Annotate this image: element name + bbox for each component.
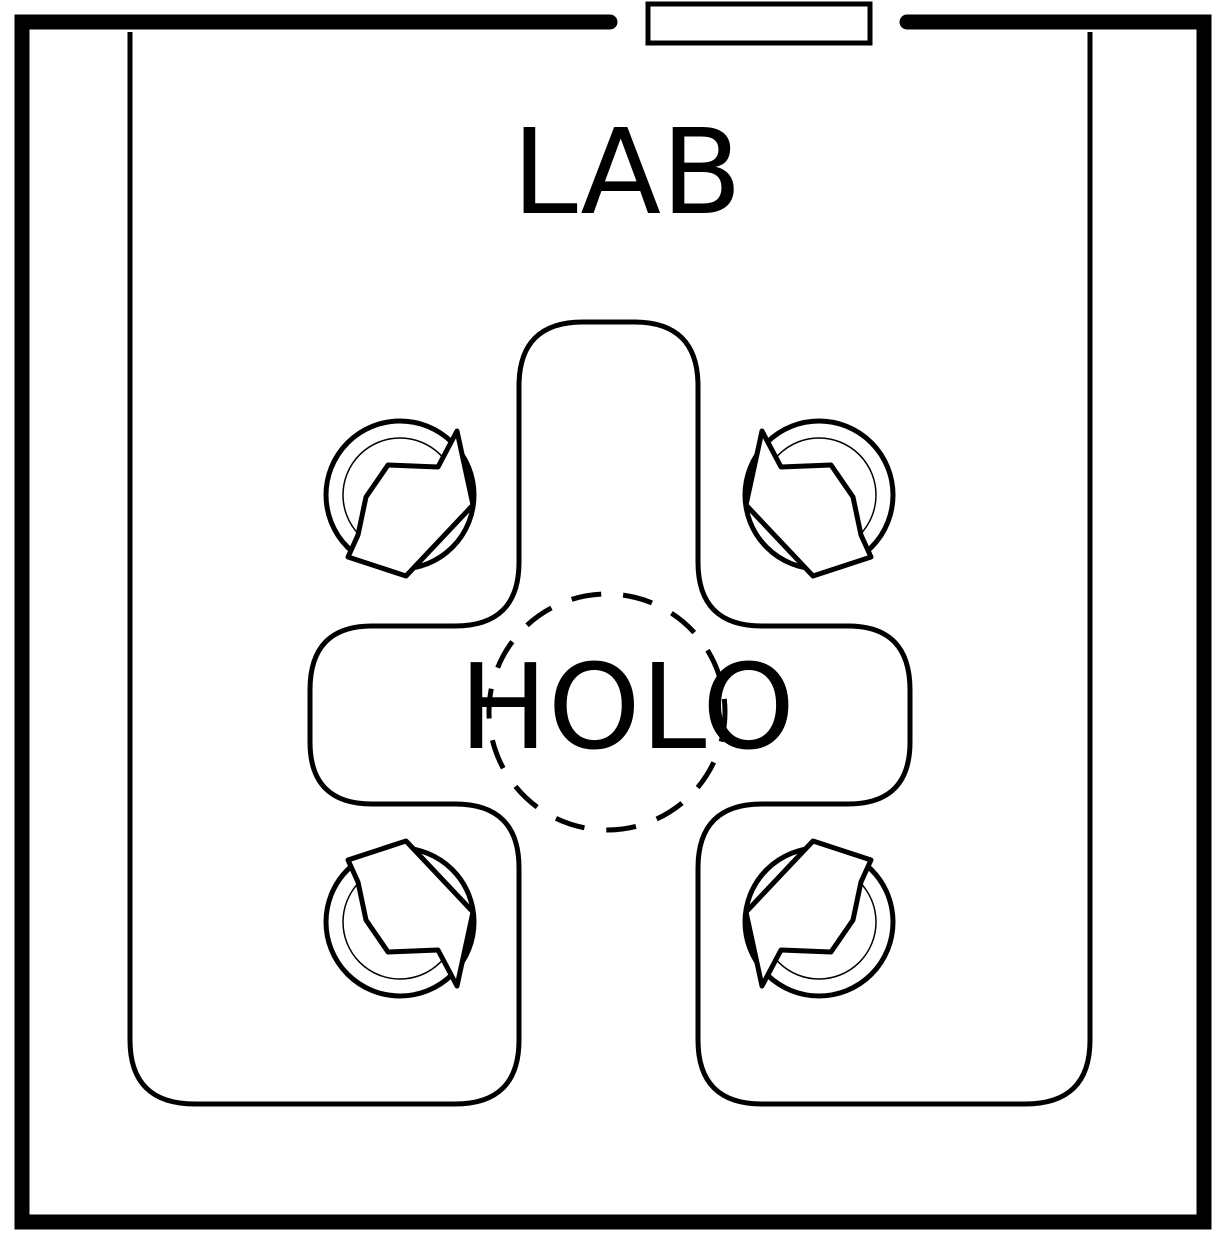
door[interactable] xyxy=(645,1,873,46)
outer-walls xyxy=(14,14,1212,1230)
hologram-projection-circle xyxy=(486,591,728,833)
seat-top-left[interactable] xyxy=(323,418,477,579)
seat-top-right[interactable] xyxy=(742,418,896,579)
outer-wall-left-section xyxy=(14,14,1212,1230)
room-label: LAB xyxy=(512,103,742,241)
center-label: HOLO xyxy=(459,638,795,776)
seat-bottom-left[interactable] xyxy=(323,838,477,999)
seat-bottom-right[interactable] xyxy=(742,838,896,999)
inner-room-outline xyxy=(127,32,1093,1107)
